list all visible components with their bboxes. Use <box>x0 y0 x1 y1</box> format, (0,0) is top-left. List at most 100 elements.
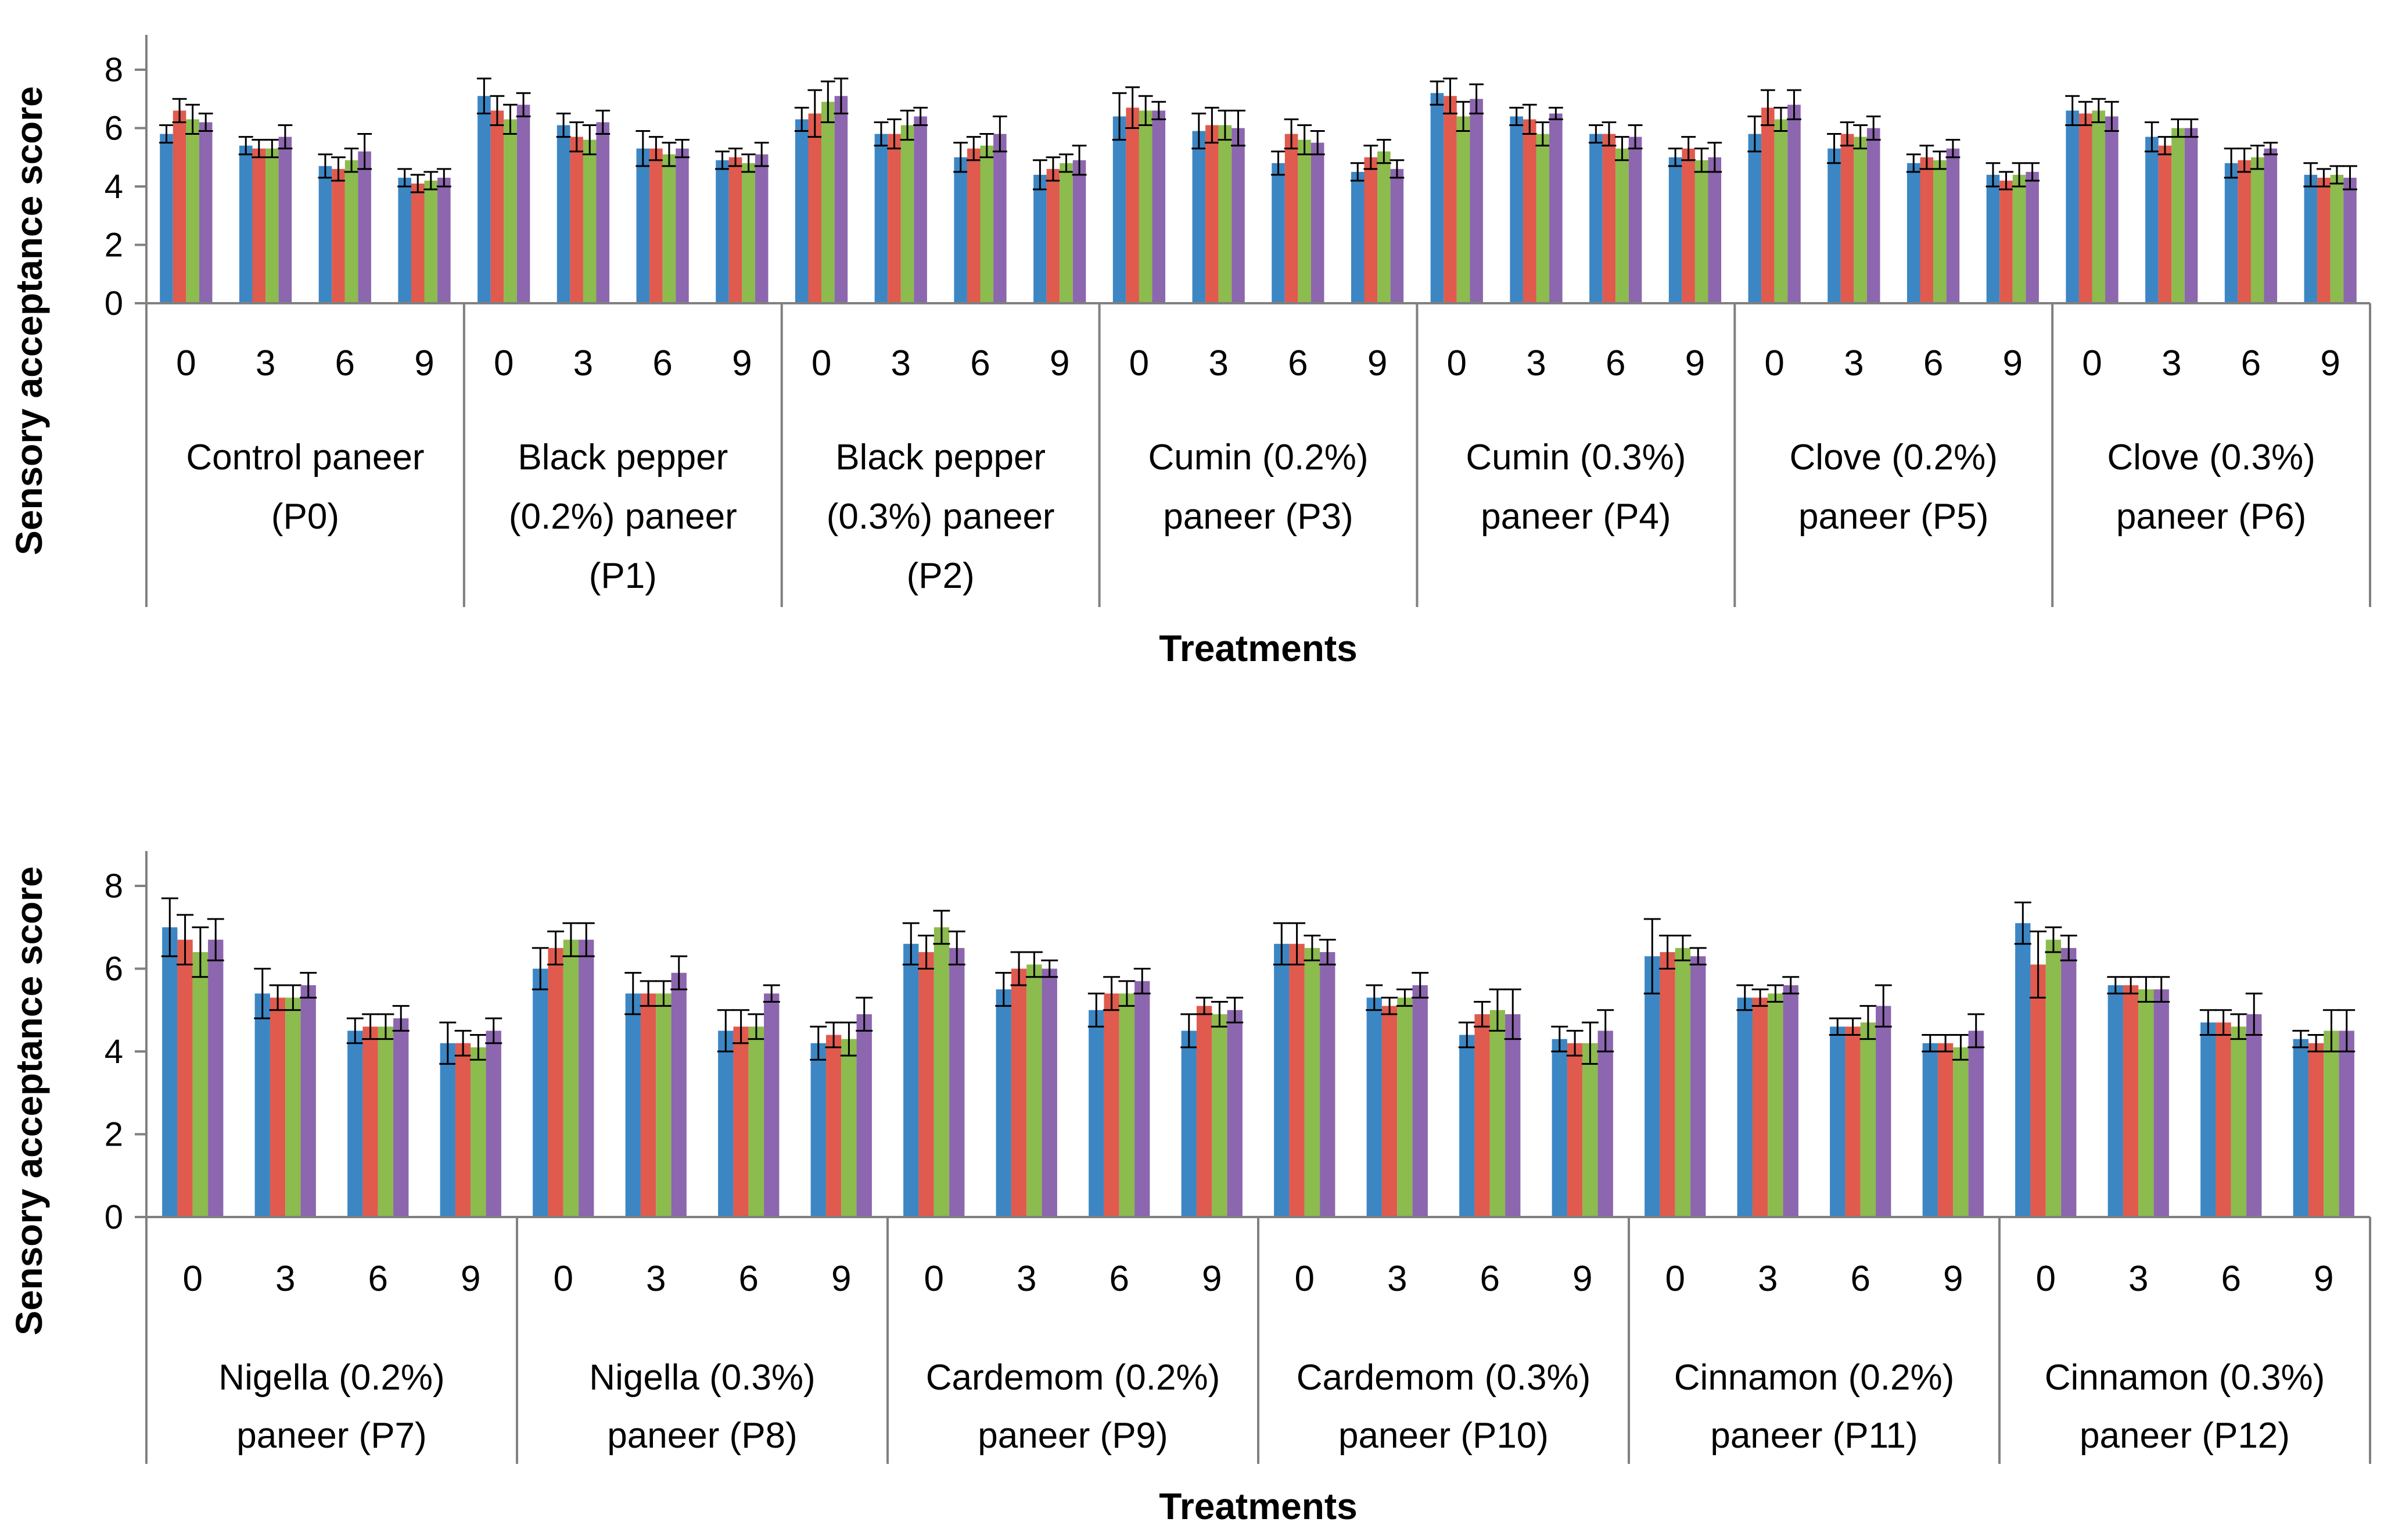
bar-g0-d2-s3 <box>358 151 371 303</box>
bar-g2-d1-s1 <box>1011 968 1027 1217</box>
bar-g4-d0-s0 <box>1645 956 1660 1217</box>
day-label: 6 <box>1606 343 1625 383</box>
bar-g1-d3-s3 <box>856 1014 872 1217</box>
bar-g2-d0-s2 <box>821 102 835 303</box>
bar-g4-d1-s3 <box>1783 985 1798 1217</box>
day-label: 0 <box>2036 1259 2056 1299</box>
bar-g5-d1-s1 <box>1840 134 1854 304</box>
bar-g0-d0-s1 <box>177 939 193 1217</box>
bar-g5-d1-s2 <box>1854 137 1867 303</box>
day-label: 9 <box>1685 343 1705 383</box>
group-label: Black pepper <box>835 437 1046 478</box>
bar-g1-d3-s3 <box>755 154 769 303</box>
bar-g3-d1-s2 <box>1397 997 1413 1217</box>
bar-g3-d3-s3 <box>1597 1031 1613 1217</box>
day-label: 0 <box>176 343 196 383</box>
bar-g1-d2-s0 <box>636 148 650 304</box>
bar-g5-d3-s2 <box>2324 1031 2339 1217</box>
bar-g0-d1-s2 <box>265 148 279 304</box>
day-label: 6 <box>1851 1259 1870 1299</box>
bar-g0-d3-s0 <box>440 1043 455 1217</box>
bar-g4-d1-s1 <box>1752 997 1768 1217</box>
bar-g0-d2-s1 <box>332 168 345 303</box>
bar-g3-d1-s1 <box>1205 125 1219 303</box>
day-label: 3 <box>1208 343 1228 383</box>
bar-g6-d2-s0 <box>2224 163 2238 303</box>
bar-g1-d1-s2 <box>656 993 672 1217</box>
bar-g4-d1-s0 <box>1737 997 1753 1217</box>
bar-g5-d2-s0 <box>2200 1022 2216 1217</box>
bar-g6-d1-s1 <box>2158 145 2172 303</box>
bar-g2-d3-s1 <box>1046 168 1060 303</box>
day-label: 9 <box>831 1259 851 1299</box>
bar-g4-d3-s0 <box>1922 1043 1938 1217</box>
bar-g1-d1-s3 <box>671 972 687 1217</box>
bar-g0-d1-s0 <box>254 993 270 1217</box>
day-label: 6 <box>2221 1259 2241 1299</box>
bar-g6-d2-s3 <box>2264 148 2278 304</box>
bar-g0-d1-s0 <box>239 145 253 303</box>
bar-g3-d0-s0 <box>1274 943 1290 1217</box>
day-label: 3 <box>573 343 593 383</box>
day-label: 0 <box>2082 343 2102 383</box>
bar-g0-d3-s2 <box>471 1047 486 1217</box>
group-label: Cardemom (0.2%) <box>926 1358 1220 1398</box>
x-axis-title: Treatments <box>1159 1485 1357 1527</box>
y-tick-label: 0 <box>105 285 123 322</box>
bar-g3-d2-s3 <box>1311 142 1324 303</box>
bar-g1-d2-s1 <box>649 148 663 304</box>
bar-g0-d3-s1 <box>411 183 425 303</box>
x-axis-title: Treatments <box>1159 627 1357 669</box>
bar-g2-d0-s0 <box>795 119 809 304</box>
bar-g2-d0-s1 <box>918 952 934 1217</box>
bar-g3-d3-s1 <box>1567 1043 1583 1217</box>
day-label: 0 <box>1447 343 1467 383</box>
group-label: Nigella (0.3%) <box>589 1358 815 1398</box>
bar-g5-d0-s2 <box>2045 939 2062 1217</box>
bar-g2-d3-s2 <box>1060 163 1073 303</box>
day-label: 6 <box>2241 343 2261 383</box>
bar-g0-d2-s1 <box>362 1026 378 1217</box>
day-label: 9 <box>1367 343 1387 383</box>
bar-g1-d0-s3 <box>579 939 594 1217</box>
day-label: 9 <box>414 343 434 383</box>
bar-g4-d1-s3 <box>1549 113 1563 303</box>
day-label: 6 <box>970 343 990 383</box>
group-label: paneer (P12) <box>2080 1416 2290 1456</box>
bar-g0-d2-s0 <box>347 1031 363 1217</box>
bar-g6-d3-s0 <box>2304 174 2318 303</box>
bar-g5-d1-s3 <box>1866 128 1880 303</box>
bar-g5-d0-s1 <box>2030 964 2046 1217</box>
bar-g3-d1-s2 <box>1218 125 1232 303</box>
day-label: 3 <box>1844 343 1864 383</box>
group-label: paneer (P6) <box>2116 497 2306 537</box>
bar-g1-d3-s1 <box>825 1035 842 1217</box>
bar-g0-d1-s1 <box>270 997 286 1217</box>
day-label: 6 <box>335 343 355 383</box>
day-label: 6 <box>1288 343 1308 383</box>
y-tick-label: 2 <box>105 227 123 264</box>
day-label: 0 <box>494 343 514 383</box>
bar-g6-d0-s2 <box>2092 110 2106 303</box>
bar-g5-d1-s3 <box>2153 989 2169 1217</box>
group-label: Cardemom (0.3%) <box>1297 1358 1590 1398</box>
bar-g4-d3-s2 <box>1953 1047 1969 1217</box>
day-label: 6 <box>739 1259 759 1299</box>
day-label: 6 <box>1480 1259 1500 1299</box>
bar-g0-d3-s2 <box>424 180 438 303</box>
bar-g1-d1-s0 <box>625 993 641 1217</box>
bar-g3-d2-s2 <box>1489 1010 1506 1217</box>
bar-g3-d3-s2 <box>1582 1043 1598 1217</box>
bar-g6-d0-s3 <box>2105 116 2119 303</box>
bar-g1-d1-s1 <box>570 137 583 303</box>
bar-g6-d2-s2 <box>2250 157 2264 303</box>
chart-0: 0 2 4 6 8 Sensory acceptance score 0 3 6 9 Control… <box>8 35 2371 669</box>
bar-g1-d2-s0 <box>718 1031 734 1217</box>
bar-g6-d1-s2 <box>2171 128 2185 303</box>
day-label: 3 <box>1387 1259 1407 1299</box>
day-label: 9 <box>1943 1259 1963 1299</box>
bar-g4-d3-s0 <box>1668 157 1682 303</box>
day-label: 0 <box>924 1259 944 1299</box>
bar-g2-d3-s0 <box>1181 1031 1197 1217</box>
